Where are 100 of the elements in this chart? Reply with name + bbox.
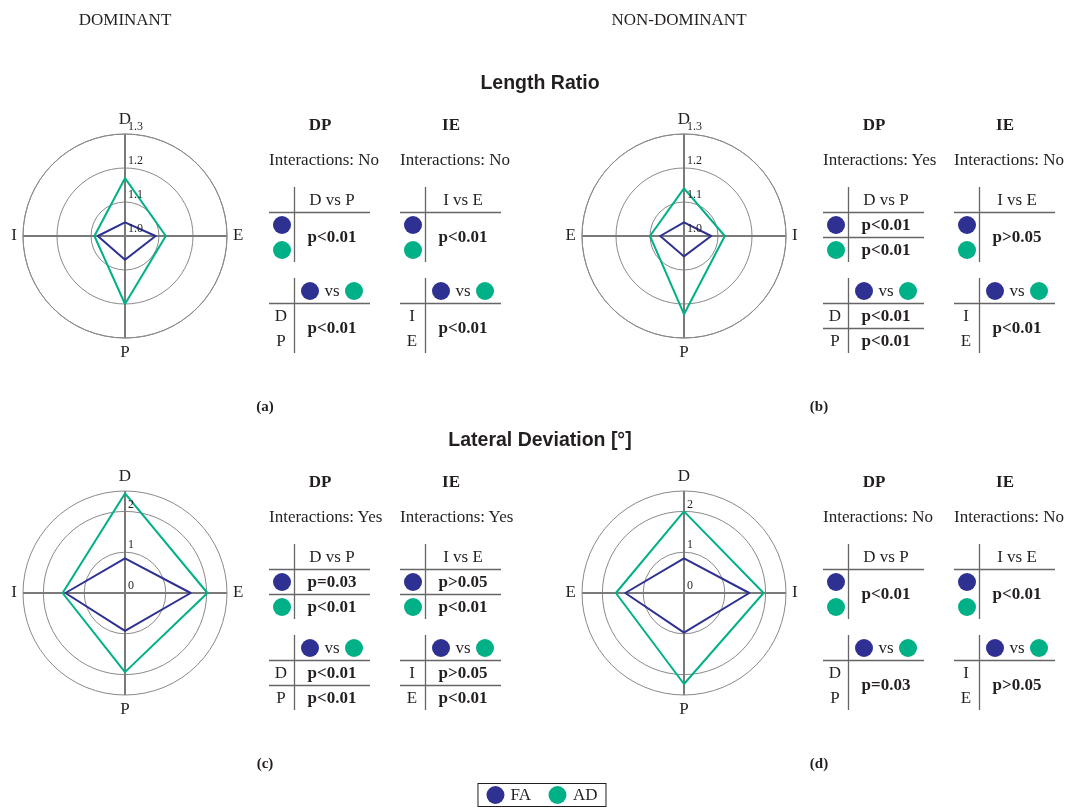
text: p<0.01 [861, 305, 911, 326]
category-label: E [960, 331, 972, 351]
category-label: E [406, 331, 418, 351]
category-label: vs [455, 281, 471, 301]
text: p<0.01 [438, 227, 488, 247]
y-tick-label: 1 [687, 537, 693, 552]
text: DP [308, 472, 332, 492]
category-label: D vs P [309, 190, 355, 210]
spoke-label: E [565, 582, 576, 602]
text: Interactions: Yes [400, 507, 514, 527]
text: (b) [809, 398, 829, 416]
text: IE [996, 115, 1014, 135]
text: p<0.01 [861, 584, 911, 604]
spoke-label: D [677, 465, 691, 485]
text: p<0.01 [307, 318, 357, 338]
category-label: P [276, 331, 286, 351]
text: IE [442, 472, 460, 492]
text: p<0.01 [861, 239, 911, 260]
text: p<0.01 [992, 318, 1042, 338]
text: Interactions: No [269, 150, 379, 170]
chart-subtitle: NON-DOMINANT [611, 10, 747, 30]
category-label: vs [324, 281, 340, 301]
category-label: vs [878, 281, 894, 301]
text: p>0.05 [992, 675, 1042, 695]
text: (a) [256, 398, 274, 416]
text: Interactions: No [954, 507, 1064, 527]
text: p>0.05 [438, 571, 488, 592]
text: Interactions: No [823, 507, 933, 527]
category-label: vs [878, 638, 894, 658]
text: Interactions: Yes [823, 150, 937, 170]
category-label: vs [1009, 638, 1025, 658]
category-label: D vs P [863, 190, 909, 210]
category-label: P [276, 688, 286, 708]
category-label: vs [1009, 281, 1025, 301]
text: Interactions: No [954, 150, 1064, 170]
text: p<0.01 [307, 596, 357, 617]
category-label: I [963, 306, 969, 326]
spoke-label: P [679, 698, 689, 718]
category-label: I vs E [443, 547, 483, 567]
text: p<0.01 [992, 584, 1042, 604]
y-tick-label: 1.2 [128, 153, 143, 168]
spoke-label: P [679, 341, 689, 361]
chart-title: Length Ratio [480, 70, 600, 94]
category-label: D [828, 663, 842, 683]
category-label: E [960, 688, 972, 708]
category-label: I [409, 663, 415, 683]
spoke-label: I [792, 582, 798, 602]
category-label: D vs P [863, 547, 909, 567]
text: p<0.01 [438, 596, 488, 617]
text: p<0.01 [438, 318, 488, 338]
text: DP [308, 115, 332, 135]
text: DP [862, 472, 886, 492]
spoke-label: I [792, 225, 798, 245]
spoke-label: P [120, 698, 130, 718]
spoke-label: E [233, 582, 244, 602]
y-tick-label: 0 [128, 578, 134, 593]
text: p<0.01 [861, 330, 911, 351]
category-label: D [274, 663, 288, 683]
text: Interactions: Yes [269, 507, 383, 527]
category-label: I vs E [443, 190, 483, 210]
text: DP [862, 115, 886, 135]
text: Lateral Deviation [°] [448, 427, 632, 451]
category-label: vs [324, 638, 340, 658]
y-tick-label: 1 [128, 537, 134, 552]
y-tick-label: 1.1 [687, 187, 702, 202]
category-label: I [409, 306, 415, 326]
category-label: D vs P [309, 547, 355, 567]
text: p<0.01 [307, 662, 357, 683]
legend-label: FA [510, 785, 531, 805]
category-label: P [830, 331, 840, 351]
text: (d) [809, 755, 829, 773]
spoke-label: I [11, 582, 18, 602]
text: (c) [256, 755, 274, 773]
y-tick-label: 2 [687, 496, 693, 511]
category-label: D [274, 306, 288, 326]
text: p>0.05 [992, 227, 1042, 247]
y-tick-label: 0 [687, 578, 693, 593]
text: p<0.01 [861, 214, 911, 235]
text: p=0.03 [861, 675, 911, 695]
category-label: I vs E [997, 190, 1037, 210]
spoke-label: P [120, 341, 130, 361]
spoke-label: I [11, 225, 18, 245]
category-label: D [828, 306, 842, 326]
spoke-label: D [118, 465, 132, 485]
text: Interactions: No [400, 150, 510, 170]
chart-subtitle: DOMINANT [78, 10, 172, 30]
text: p<0.01 [307, 227, 357, 247]
category-label: vs [455, 638, 471, 658]
text: p<0.01 [307, 687, 357, 708]
text: p<0.01 [438, 687, 488, 708]
legend-label: AD [572, 785, 598, 805]
category-label: E [406, 688, 418, 708]
text: IE [442, 115, 460, 135]
category-label: P [830, 688, 840, 708]
spoke-label: E [565, 225, 576, 245]
text: p=0.03 [307, 571, 357, 592]
text: p>0.05 [438, 662, 488, 683]
category-label: I vs E [997, 547, 1037, 567]
text: IE [996, 472, 1014, 492]
spoke-label: E [233, 225, 244, 245]
